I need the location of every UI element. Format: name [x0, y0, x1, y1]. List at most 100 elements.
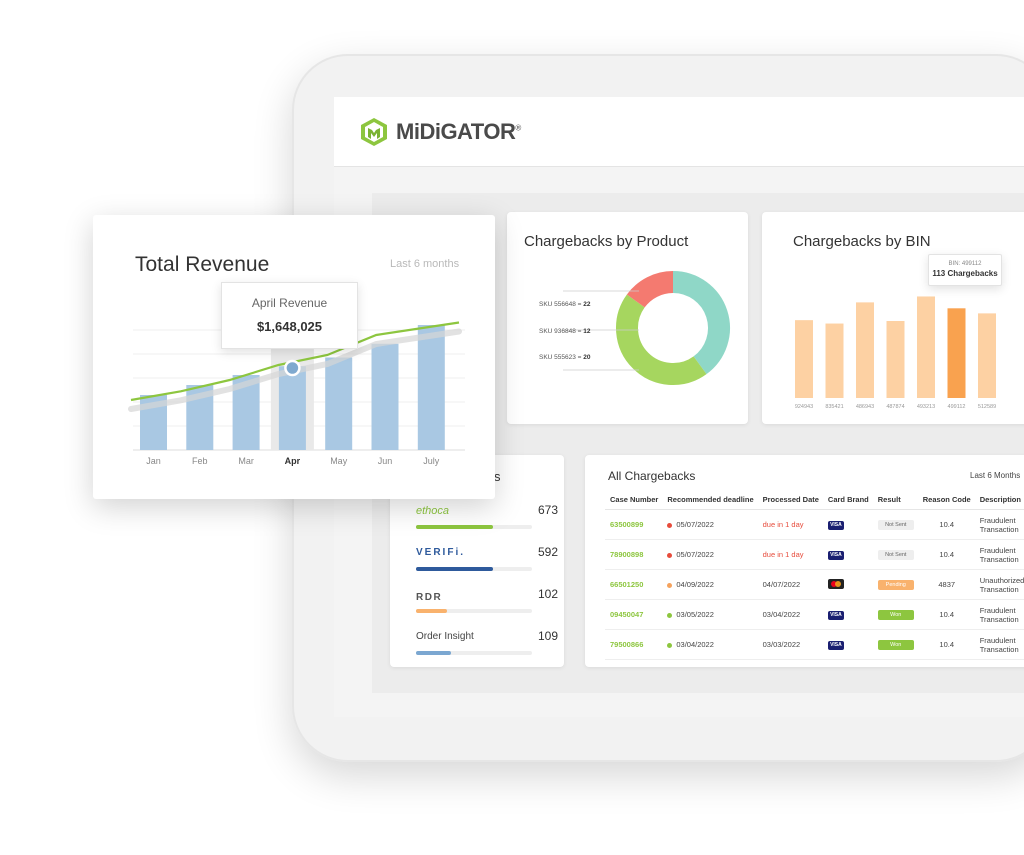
processed-date-cell: due in 1 day [757, 509, 823, 540]
deadline-cell: 03/05/2022 [662, 599, 758, 630]
donut-segment [626, 271, 674, 308]
status-dot [667, 612, 673, 618]
tooltip-label: April Revenue [251, 296, 328, 310]
result-badge: Not Sent [877, 520, 914, 530]
revenue-bar [371, 343, 399, 450]
case-number-cell[interactable]: 78900898 [605, 539, 663, 570]
bin-bar [886, 321, 905, 398]
revenue-tooltip: April Revenue $1,648,025 [221, 282, 358, 349]
revenue-bar [417, 325, 445, 450]
table-row[interactable]: 78900898 05/07/2022 due in 1 day VISA Not Se… [605, 539, 1024, 570]
bin-bar [795, 320, 813, 398]
source-count: 102 [537, 587, 558, 601]
column-header[interactable]: Description [974, 491, 1024, 510]
revenue-bar [278, 366, 306, 450]
status-dot [667, 552, 673, 558]
x-tick-label: Jun [378, 456, 393, 466]
donut-segment [616, 294, 707, 385]
x-tick-label: May [330, 456, 348, 466]
trend-shadow [128, 328, 462, 412]
source-progress-track [416, 567, 532, 571]
sku-label: SKU 556648 = 22 [539, 301, 591, 308]
bin-bar-chart: 924943 835421 486943 487874 493213 499112 5125… [795, 296, 996, 410]
column-header[interactable]: Reason Code [917, 491, 975, 510]
visa-icon: VISA [827, 521, 844, 530]
reason-code-cell: 10.4 [917, 599, 975, 630]
result-cell: Pending [872, 569, 918, 600]
description-cell: Unauthorized Transaction [974, 569, 1024, 600]
tooltip-value: $1,648,025 [256, 319, 323, 334]
column-header[interactable]: Result [872, 491, 918, 510]
bin-tick-label: 493213 [917, 404, 935, 410]
case-number-link[interactable]: 79500866 [610, 640, 644, 649]
reason-code-cell: 10.4 [917, 509, 975, 540]
case-number-link[interactable]: 66501250 [610, 580, 644, 589]
table-row[interactable]: 09450047 03/05/2022 03/04/2022 VISA Won 10.4 F… [605, 599, 1024, 630]
description-cell: Fraudulent Transaction [974, 509, 1024, 540]
source-progress-fill [416, 609, 448, 613]
bin-tick-label: 512589 [978, 404, 996, 410]
top-bar: MiDiGATOR® [334, 97, 1024, 167]
source-progress-track [416, 525, 532, 529]
column-header[interactable]: Case Number [605, 491, 663, 510]
result-badge: Won [877, 610, 914, 620]
tooltip-value: 113 Chargebacks [932, 269, 998, 278]
total-revenue-card: Total Revenue Last 6 months Jan Feb Mar Apr… [93, 215, 495, 499]
bin-tick-label: 835421 [825, 404, 843, 410]
result-cell: Not Sent [872, 539, 918, 570]
column-header[interactable]: Recommended deadline [662, 491, 758, 510]
case-number-cell[interactable]: 79500866 [605, 629, 663, 660]
case-number-link[interactable]: 09450047 [610, 610, 644, 619]
table-row[interactable]: 79500866 03/04/2022 03/03/2022 VISA Won 10.4 F… [605, 629, 1024, 660]
product-donut-chart: SKU 556648 = 22 SKU 936848 = 12 SKU 555623… [539, 271, 730, 385]
processed-date-cell: 03/03/2022 [757, 629, 823, 660]
revenue-bar [325, 357, 353, 450]
tooltip-bin: BIN: 499112 [948, 261, 982, 267]
column-header[interactable]: Card Brand [822, 491, 873, 510]
card-title: Chargebacks by Product [524, 233, 689, 250]
deadline-cell: 05/07/2022 [662, 539, 758, 570]
reason-code-cell: 10.4 [917, 629, 975, 660]
sku-label: SKU 936848 = 12 [539, 328, 591, 335]
card-title-fragment: s [494, 469, 501, 484]
revenue-period[interactable]: Last 6 months [390, 258, 460, 270]
trend-line [130, 321, 460, 402]
reason-code-cell: 4837 [917, 569, 975, 600]
result-cell: Won [872, 629, 918, 660]
description-cell: Fraudulent Transaction [974, 599, 1024, 630]
visa-icon: VISA [827, 611, 844, 620]
case-number-link[interactable]: 78900898 [610, 550, 644, 559]
card-brand-cell: VISA [822, 509, 873, 540]
case-number-cell[interactable]: 09450047 [605, 599, 663, 630]
bin-bar [917, 296, 935, 398]
result-cell: Won [872, 599, 918, 630]
source-progress-fill [416, 567, 493, 571]
table-row[interactable]: 63500899 05/07/2022 due in 1 day VISA Not Se… [605, 509, 1024, 540]
midigator-logo[interactable]: MiDiGATOR® [360, 117, 521, 147]
table-period[interactable]: Last 6 Months [970, 471, 1021, 480]
result-badge: Won [877, 640, 914, 650]
source-count: 592 [537, 545, 558, 559]
all-chargebacks-card: All Chargebacks Last 6 Months Case Numbe… [585, 455, 1024, 667]
card-title: Chargebacks by BIN [793, 233, 931, 250]
result-badge: Not Sent [877, 550, 914, 560]
description-cell: Fraudulent Transaction [974, 629, 1024, 660]
status-dot [667, 522, 673, 528]
deadline-cell: 05/07/2022 [662, 509, 758, 540]
status-dot [667, 582, 673, 588]
case-number-cell[interactable]: 66501250 [605, 569, 663, 600]
table-row[interactable]: 66501250 04/09/2022 04/07/2022 Pending 4837 U… [605, 569, 1024, 600]
sku-label: SKU 555623 = 20 [539, 354, 591, 361]
source-progress-fill [416, 651, 451, 655]
source-progress-track [416, 609, 532, 613]
x-tick-label: Feb [192, 456, 208, 466]
column-header[interactable]: Processed Date [757, 491, 823, 510]
case-number-link[interactable]: 63500899 [610, 520, 644, 529]
status-dot [667, 642, 673, 648]
source-count: 673 [537, 503, 558, 517]
case-number-cell[interactable]: 63500899 [605, 509, 663, 540]
chargebacks-by-bin-card: Chargebacks by BIN 924943 835421 486943 487… [762, 212, 1024, 424]
source-name: ethoca [416, 505, 450, 517]
processed-date-cell: due in 1 day [757, 539, 823, 570]
table-title: All Chargebacks [608, 469, 696, 483]
